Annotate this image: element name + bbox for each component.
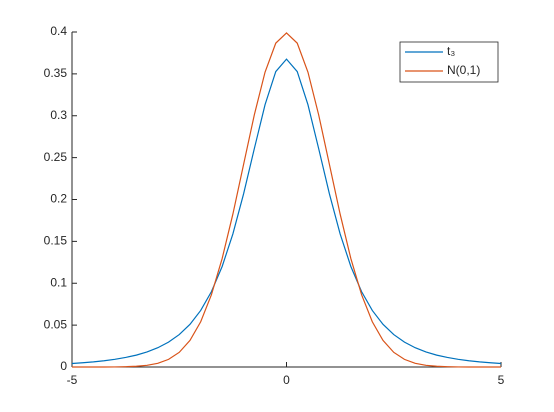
y-tick-label: 0.25 [44, 150, 68, 164]
y-tick-label: 0.2 [50, 192, 67, 206]
legend-label: t₃ [447, 44, 455, 58]
series-line [72, 32, 501, 368]
y-tick-label: 0.15 [44, 234, 68, 248]
legend-box [399, 41, 499, 83]
y-tick-label: 0.05 [44, 317, 68, 331]
x-tick-label: 5 [498, 373, 505, 387]
y-tick-label: 0.4 [50, 24, 67, 38]
legend-label: N(0,1) [447, 63, 480, 77]
y-tick-label: 0 [60, 359, 67, 373]
y-tick-label: 0.1 [50, 275, 67, 289]
series-line [71, 58, 502, 365]
y-tick-label: 0.3 [50, 108, 67, 122]
x-tick-label: -5 [67, 373, 78, 387]
x-tick-label: 0 [283, 373, 290, 387]
y-tick-label: 0.35 [44, 66, 68, 80]
